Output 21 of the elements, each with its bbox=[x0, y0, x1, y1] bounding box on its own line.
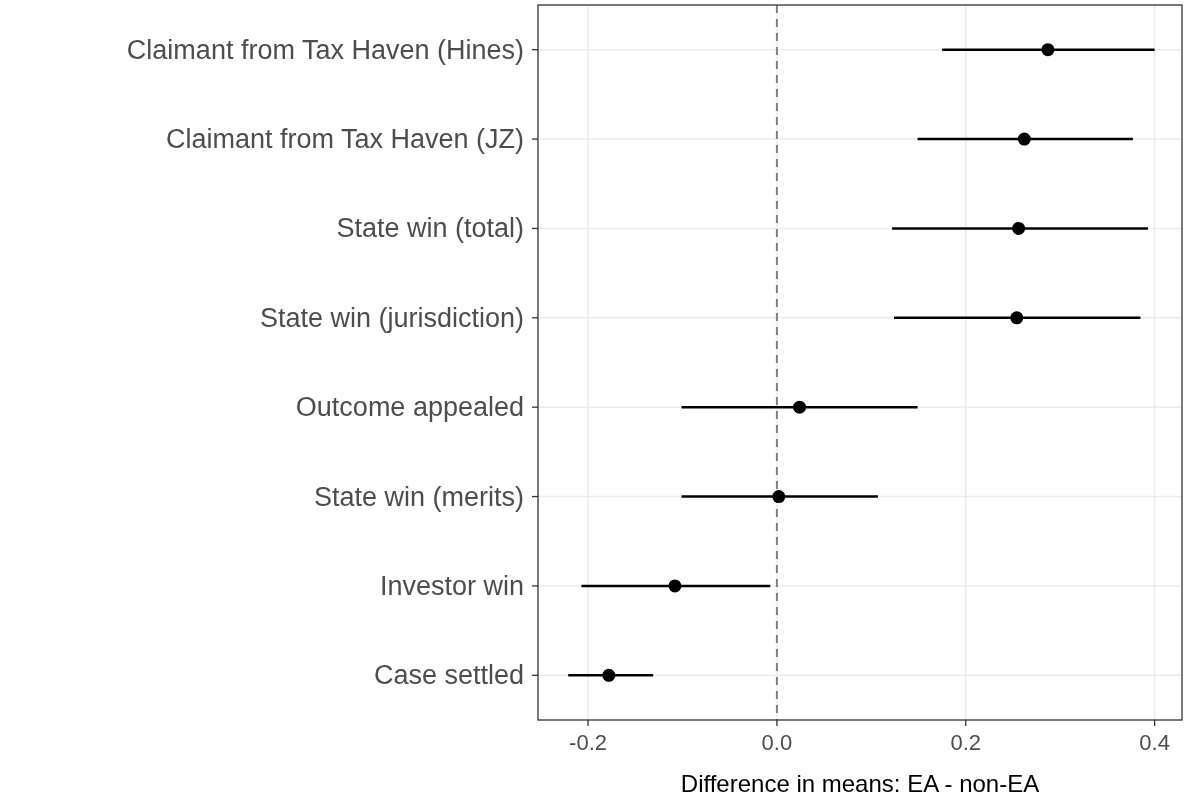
x-tick-label: 0.2 bbox=[950, 730, 982, 755]
point bbox=[1012, 221, 1026, 235]
point bbox=[1010, 311, 1024, 325]
y-tick-label: Claimant from Tax Haven (JZ) bbox=[165, 124, 524, 155]
y-tick-label: Investor win bbox=[379, 570, 524, 601]
x-tick-label: -0.2 bbox=[569, 730, 608, 755]
y-tick-label: Outcome appealed bbox=[295, 392, 524, 423]
y-tick-label: State win (jurisdiction) bbox=[259, 302, 524, 333]
point bbox=[1017, 132, 1031, 146]
point bbox=[793, 400, 807, 414]
point bbox=[772, 490, 786, 504]
point bbox=[1041, 43, 1055, 57]
y-tick-label: Case settled bbox=[373, 660, 524, 691]
y-tick-label: State win (merits) bbox=[313, 481, 524, 512]
point bbox=[668, 579, 682, 593]
y-tick-label: State win (total) bbox=[336, 213, 524, 244]
point bbox=[602, 668, 616, 682]
y-tick-label: Claimant from Tax Haven (Hines) bbox=[126, 34, 524, 65]
x-tick-label: 0.4 bbox=[1139, 730, 1170, 755]
x-axis-title: Difference in means: EA - non-EA bbox=[680, 770, 1040, 797]
x-tick-label: 0.0 bbox=[761, 730, 793, 755]
